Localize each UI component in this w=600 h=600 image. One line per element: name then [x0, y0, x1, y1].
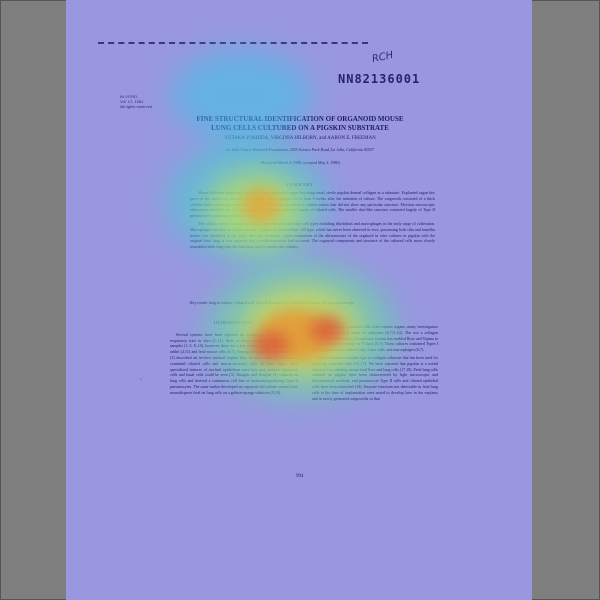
intro-paragraph: Several systems have been reported for c…	[170, 331, 298, 395]
received-dates: (Received March 4, 1980; accepted May 2,…	[260, 160, 340, 165]
keywords: Key words: lung in culture; ciliated cel…	[190, 300, 355, 305]
right-column: In order to grow epithelial cells from v…	[312, 324, 438, 403]
introduction-heading: INTRODUCTION	[214, 320, 254, 325]
authors: YUTAKA YOSHIDA, VIRGINIA HILBORN, and AA…	[224, 136, 376, 141]
left-column: INTRODUCTION Several systems have been r…	[170, 320, 298, 396]
summary-body: Mouse full-term embryonic lung tissue wa…	[190, 190, 435, 252]
title-line: LUNG CELLS CULTURED ON A PIGSKIN SUBSTRA…	[211, 124, 389, 132]
summary-paragraph: Mouse full-term embryonic lung tissue wa…	[190, 190, 435, 219]
institution: La Jolla Cancer Research Foundation, 294…	[226, 147, 374, 152]
pub-info-line: All rights reserved	[120, 104, 153, 109]
body-paragraph: In order to grow epithelial cells from v…	[312, 324, 438, 353]
top-dashed-rule	[98, 42, 368, 44]
summary-heading: SUMMARY	[286, 182, 314, 187]
title-line: FINE STRUCTURAL IDENTIFICATION OF ORGANO…	[196, 115, 404, 123]
summary-paragraph: The cellular matrix consisted of Type II…	[190, 220, 435, 250]
body-paragraph: Pigskin dermis is another type of collag…	[312, 354, 438, 401]
accession-number: NN82136001	[338, 72, 421, 86]
margin-mark: ·	[140, 378, 142, 383]
pub-info-line: Vol. 17, 1981	[120, 99, 144, 104]
page-number: 994	[296, 474, 304, 479]
publication-info: IN VITRO Vol. 17, 1981 All rights reserv…	[120, 94, 152, 109]
pub-info-line: IN VITRO	[120, 94, 138, 99]
paper-title: FINE STRUCTURAL IDENTIFICATION OF ORGANO…	[80, 115, 520, 133]
